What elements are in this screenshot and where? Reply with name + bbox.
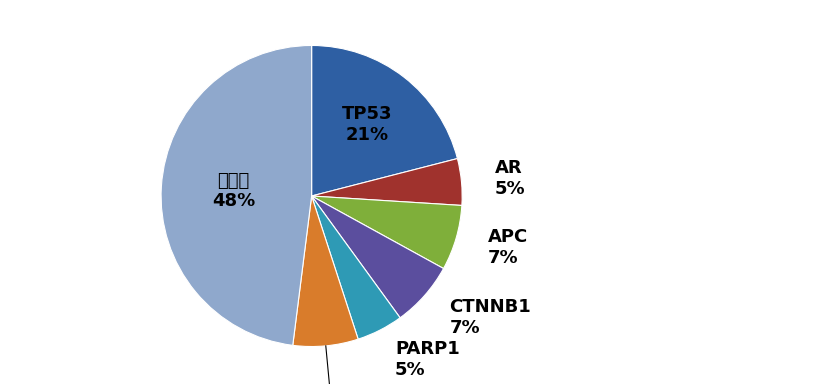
Text: その他
48%: その他 48% (212, 172, 255, 211)
Wedge shape (312, 196, 400, 339)
Text: APC
7%: APC 7% (488, 228, 529, 267)
Wedge shape (312, 159, 462, 205)
Text: AR
5%: AR 5% (494, 159, 525, 198)
Wedge shape (312, 196, 444, 318)
Text: CTNNB1
7%: CTNNB1 7% (450, 298, 531, 337)
Wedge shape (161, 45, 312, 345)
Wedge shape (312, 196, 462, 269)
Wedge shape (293, 196, 358, 347)
Text: TP53
21%: TP53 21% (342, 105, 392, 144)
Text: PARP1
5%: PARP1 5% (395, 340, 460, 379)
Wedge shape (312, 45, 457, 196)
